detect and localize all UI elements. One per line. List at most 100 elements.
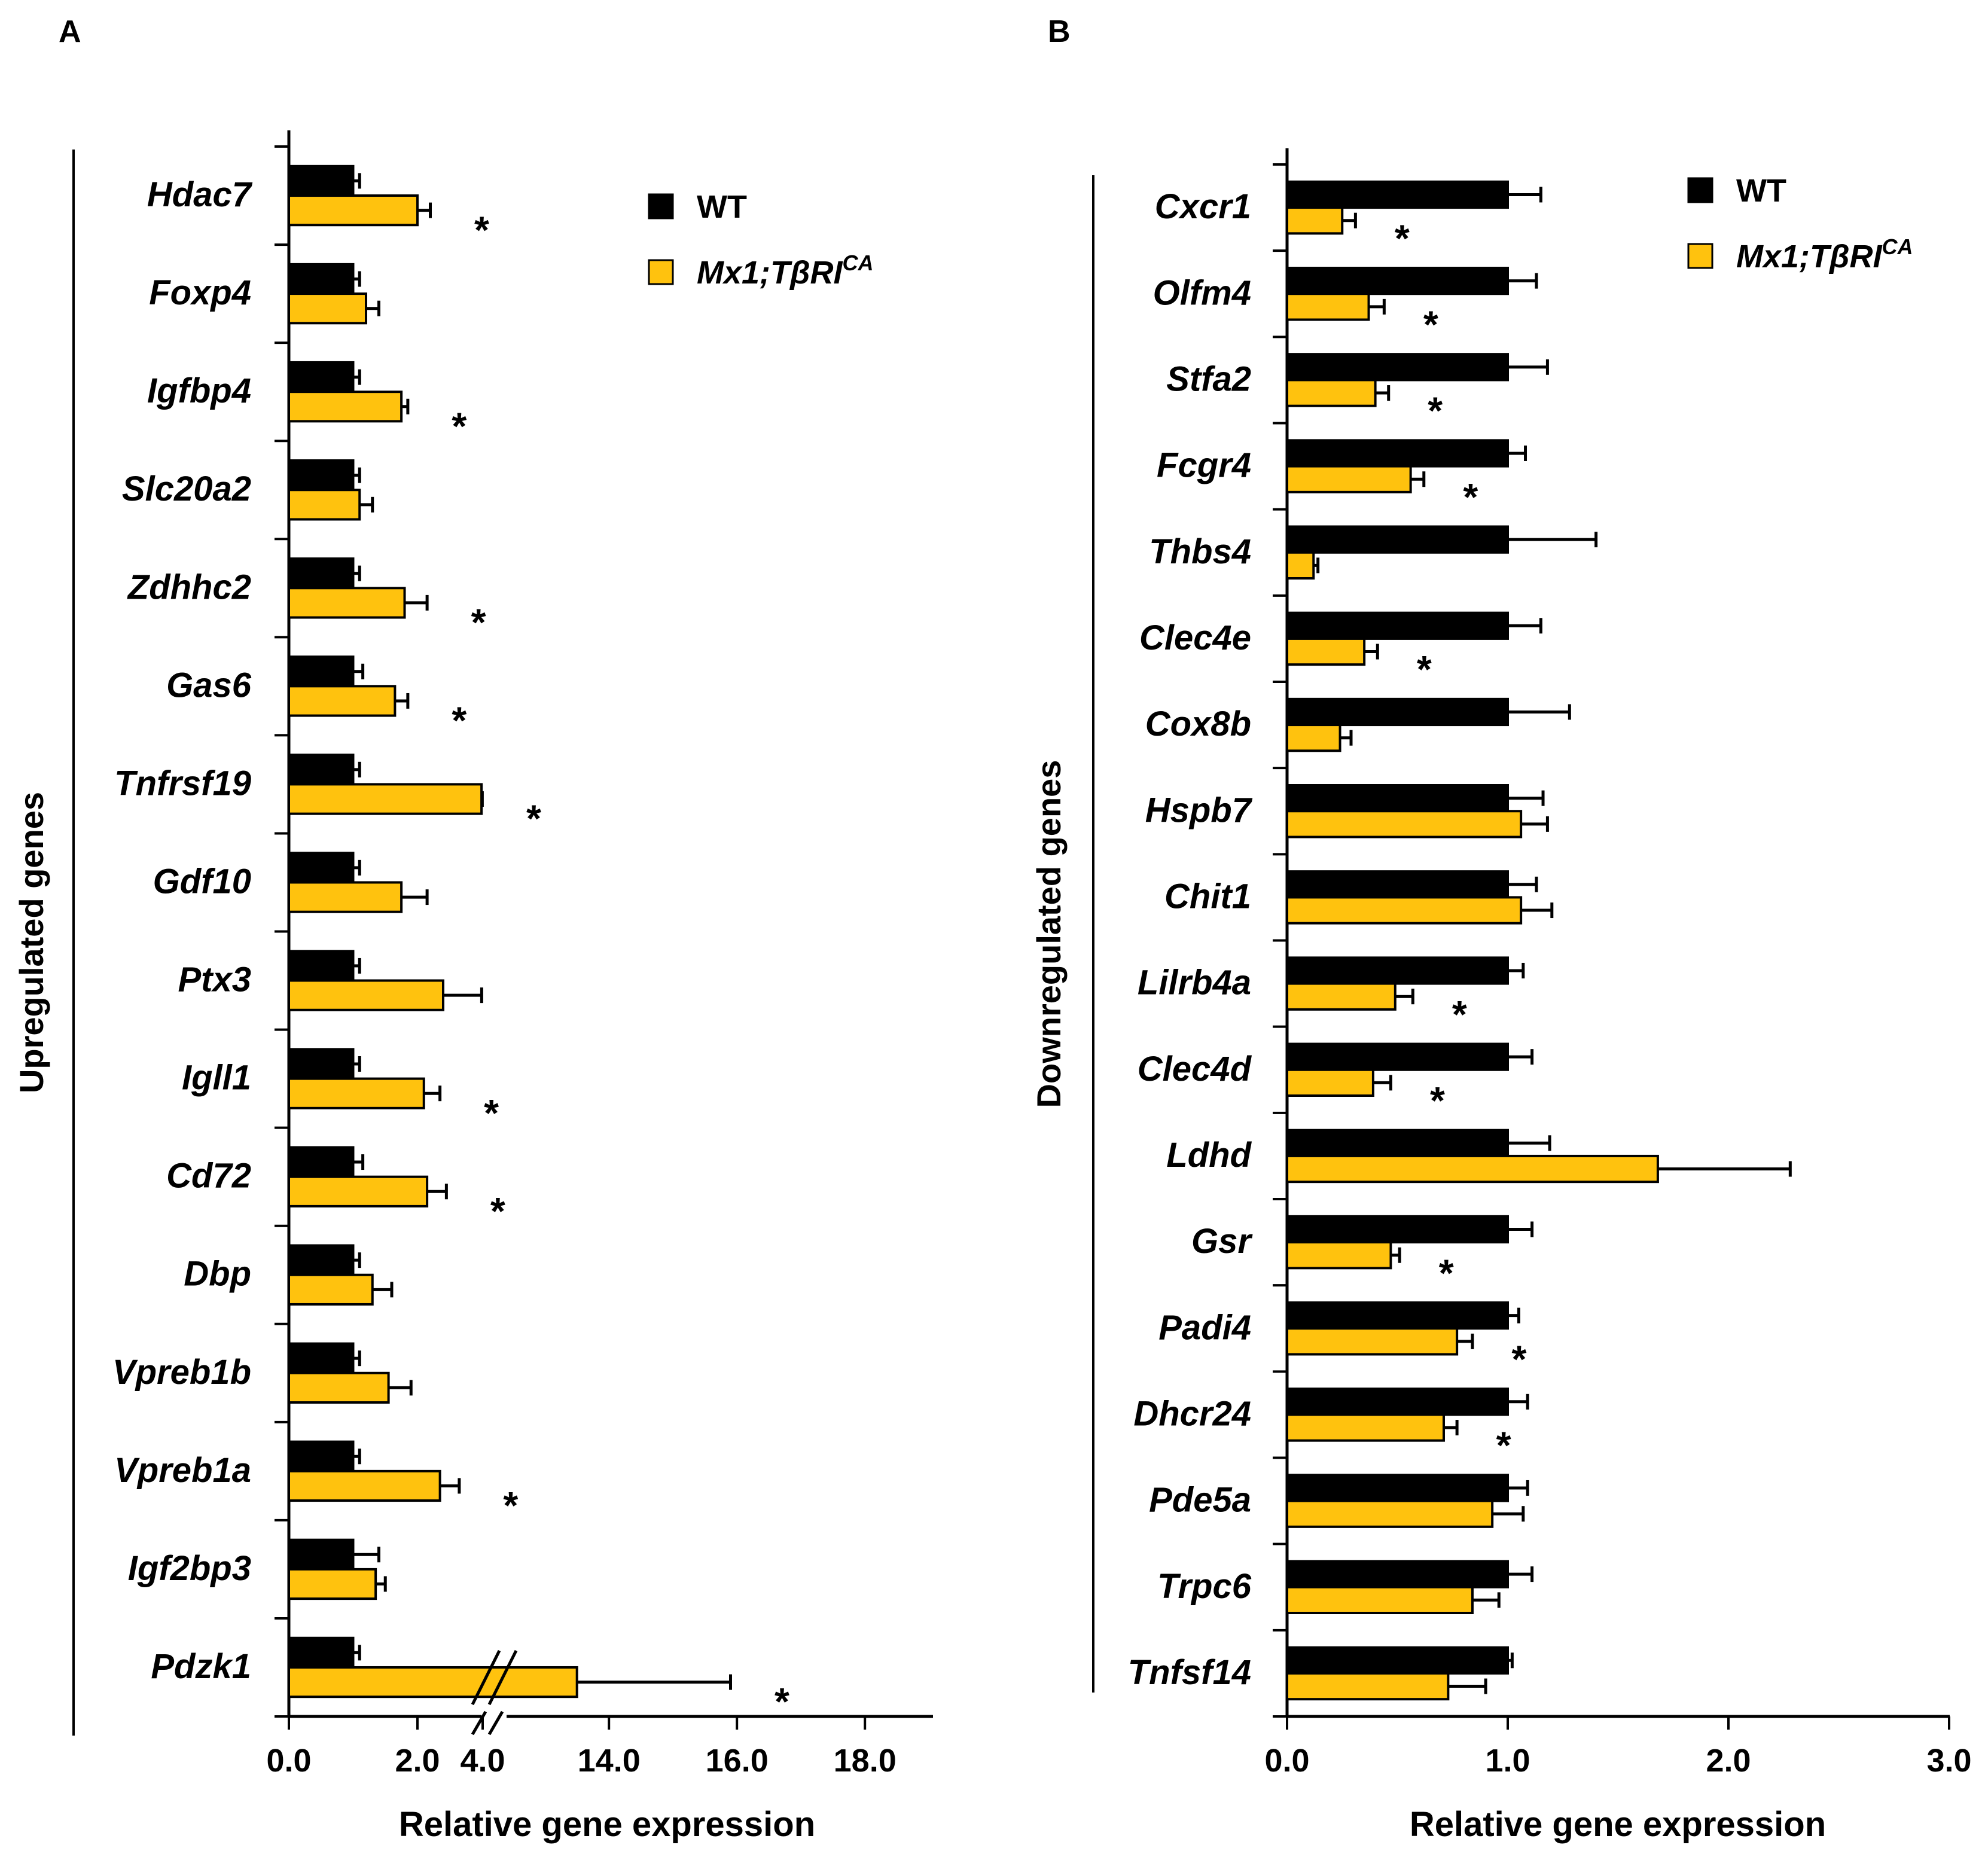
bar-mutant <box>288 685 397 717</box>
bar-mutant <box>1286 1154 1659 1184</box>
bar-mutant <box>288 783 483 815</box>
category-label: Ldhd <box>1166 1136 1252 1175</box>
category-label: Hspb7 <box>1145 791 1253 830</box>
bar-wt <box>1286 611 1509 640</box>
category-label: Dbp <box>184 1255 251 1294</box>
bar-mutant <box>288 881 403 913</box>
bar-wt <box>1286 784 1509 813</box>
panel-b-letter: B <box>1048 14 1071 49</box>
bar-wt <box>1286 870 1509 899</box>
bar-mutant <box>1286 982 1397 1011</box>
bar-wt <box>288 1244 355 1276</box>
significance-marker: * <box>1463 475 1478 519</box>
axis-break-mark <box>471 1649 501 1706</box>
axis-break-mark <box>471 1710 487 1736</box>
bar-wt <box>1286 1042 1509 1071</box>
bar-wt <box>1286 439 1509 468</box>
category-label: Cd72 <box>166 1157 251 1196</box>
bar-mutant <box>1286 292 1370 321</box>
bar-mutant <box>1286 1241 1392 1270</box>
significance-marker: * <box>474 208 489 251</box>
bar-mutant <box>288 979 444 1011</box>
significance-marker: * <box>1417 648 1432 691</box>
category-label: Igfbp4 <box>147 371 251 410</box>
bar-mutant <box>1286 465 1412 493</box>
axis-break-mark <box>487 1710 504 1736</box>
significance-marker: * <box>452 404 466 447</box>
bar-wt <box>1286 697 1509 727</box>
bar-wt <box>288 459 355 492</box>
x-tick-label: 14.0 <box>578 1743 641 1779</box>
category-label: Dhcr24 <box>1133 1394 1251 1433</box>
category-label: Clec4d <box>1138 1050 1252 1088</box>
category-label: Igll1 <box>182 1059 251 1097</box>
legend-mutant-superscript: CA <box>843 251 874 275</box>
legend-mutant-superscript: CA <box>1882 234 1913 259</box>
bar-wt <box>1286 1301 1509 1330</box>
bar-wt <box>288 950 355 982</box>
category-label: Zdhhc2 <box>127 568 251 606</box>
bar-mutant <box>288 292 367 325</box>
significance-marker: * <box>1428 389 1443 432</box>
bar-wt <box>288 852 355 884</box>
x-tick-label: 2.0 <box>395 1743 440 1779</box>
x-tick-label: 2.0 <box>1706 1743 1751 1779</box>
bar-mutant <box>288 587 406 619</box>
bar-mutant <box>288 1175 429 1207</box>
category-label: Foxp4 <box>149 273 251 312</box>
axis-break-mark <box>487 1649 518 1706</box>
bar-mutant <box>1286 551 1315 580</box>
significance-marker: * <box>471 601 486 644</box>
category-label: Chit1 <box>1164 877 1251 916</box>
x-tick-label: 18.0 <box>834 1743 897 1779</box>
category-label: Clec4e <box>1139 618 1251 657</box>
bar-wt <box>288 361 355 394</box>
bar-wt <box>1286 1474 1509 1502</box>
category-label: Pde5a <box>1149 1481 1251 1520</box>
bar-mutant <box>1286 1499 1494 1528</box>
x-tick-label: 3.0 <box>1926 1743 1971 1779</box>
x-tick-label: 16.0 <box>706 1743 769 1779</box>
bar-wt <box>288 1146 355 1178</box>
panel-a-letter: A <box>59 14 81 49</box>
category-label: Vpreb1b <box>112 1353 251 1392</box>
bar-mutant <box>1286 1585 1474 1614</box>
bar-wt <box>288 1342 355 1374</box>
bar-mutant <box>288 1077 425 1109</box>
bar-mutant <box>1286 637 1366 666</box>
legend-mutant-main: Mx1;TβRI <box>1736 239 1883 275</box>
bar-wt <box>288 1636 355 1669</box>
significance-marker: * <box>1395 216 1410 260</box>
category-label: Thbs4 <box>1149 532 1251 571</box>
bar-mutant <box>288 1469 441 1502</box>
x-axis-label: Relative gene expression <box>1410 1805 1826 1844</box>
group-label: Upregulated genes <box>13 792 50 1093</box>
bar-mutant <box>1286 724 1341 752</box>
bar-wt <box>288 557 355 590</box>
category-label: Gas6 <box>166 666 252 705</box>
bar-wt <box>1286 1560 1509 1588</box>
significance-marker: * <box>452 699 466 742</box>
category-label: Pdzk1 <box>151 1647 251 1686</box>
bar-mutant <box>288 1371 390 1404</box>
bar-wt <box>1286 1215 1509 1244</box>
bar-wt <box>288 655 355 688</box>
legend-wt-label: WT <box>697 189 747 225</box>
significance-marker: * <box>775 1680 789 1723</box>
bar-wt <box>288 1440 355 1472</box>
category-label: Igf2bp3 <box>128 1549 251 1588</box>
significance-marker: * <box>1452 993 1467 1036</box>
legend-mutant-swatch <box>1687 243 1713 269</box>
significance-marker: * <box>484 1091 499 1135</box>
category-label: Olfm4 <box>1153 273 1251 312</box>
legend-wt-label: WT <box>1736 173 1786 209</box>
bar-wt <box>1286 353 1509 382</box>
bar-wt <box>1286 525 1509 554</box>
bar-mutant <box>1286 1327 1459 1356</box>
legend-wt-swatch <box>1687 177 1713 203</box>
bar-mutant <box>1286 206 1344 235</box>
panel-b: B Downregulated genes 0.0 1.0 2.0 3.0 Relativ… <box>1030 14 1972 1844</box>
bar-wt <box>1286 1646 1509 1675</box>
category-label: Gdf10 <box>153 862 251 901</box>
category-label: Hdac7 <box>147 175 253 214</box>
